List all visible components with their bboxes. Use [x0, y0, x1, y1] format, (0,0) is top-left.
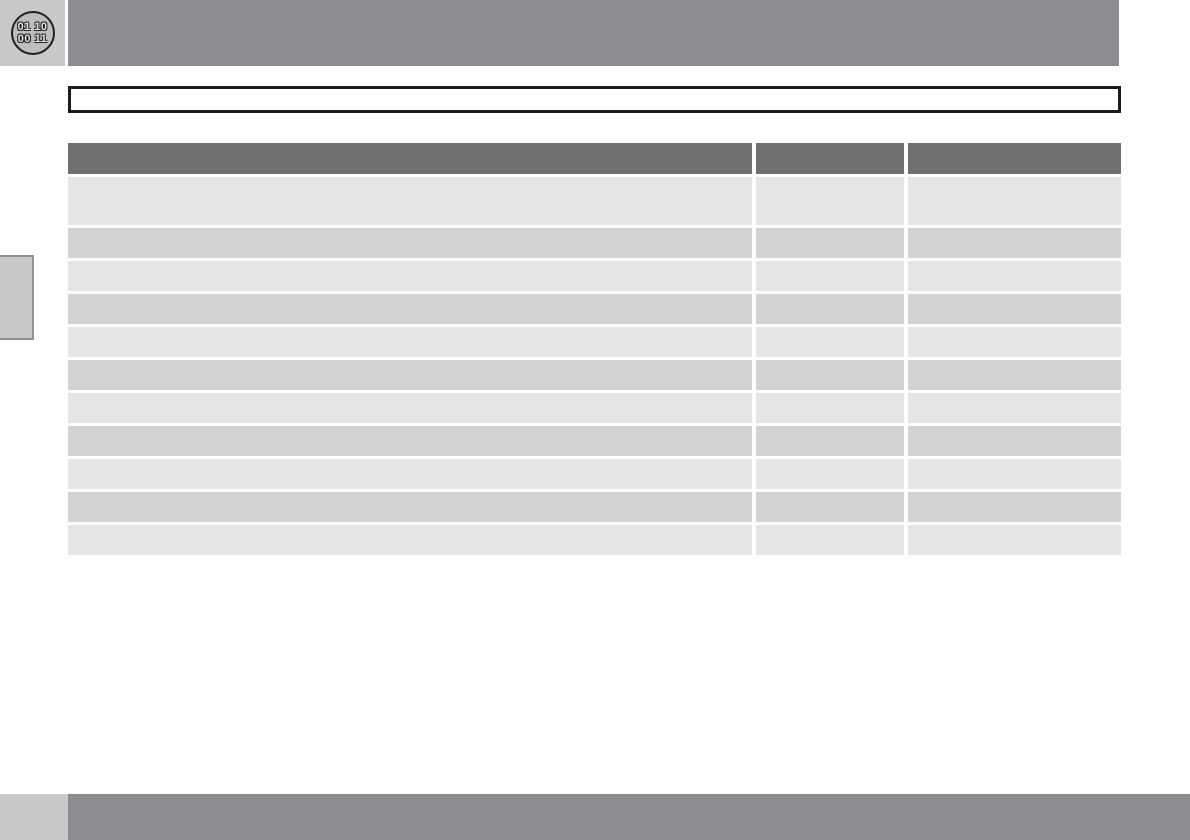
table-cell — [908, 426, 1121, 456]
table-cell — [68, 294, 752, 324]
table-cell — [68, 360, 752, 390]
top-left-corner-square: 01 10 00 11 — [0, 0, 65, 66]
page-edge-tab — [0, 255, 34, 340]
table-cell — [68, 459, 752, 489]
bottom-left-corner-square — [0, 794, 68, 840]
table-header-cell — [908, 143, 1121, 174]
title-box — [68, 86, 1121, 113]
badge-line-1: 01 10 — [17, 21, 48, 33]
data-table — [68, 143, 1121, 558]
table-cell — [68, 228, 752, 258]
table-row — [68, 228, 1121, 258]
table-cell — [908, 177, 1121, 225]
table-cell — [68, 261, 752, 291]
table-row — [68, 294, 1121, 324]
table-row — [68, 393, 1121, 423]
table-cell — [908, 393, 1121, 423]
table-cell — [756, 525, 904, 555]
table-cell — [908, 261, 1121, 291]
table-cell — [68, 492, 752, 522]
table-header-row — [68, 143, 1121, 174]
table-cell — [756, 393, 904, 423]
table-cell — [756, 426, 904, 456]
table-cell — [68, 393, 752, 423]
table-row — [68, 525, 1121, 555]
table-cell — [756, 261, 904, 291]
table-header-cell — [68, 143, 752, 174]
table-cell — [756, 177, 904, 225]
bottom-banner-bar — [68, 794, 1190, 840]
table-cell — [756, 459, 904, 489]
table-row — [68, 426, 1121, 456]
table-cell — [908, 327, 1121, 357]
table-row — [68, 492, 1121, 522]
chapter-badge-icon: 01 10 00 11 — [10, 11, 55, 55]
table-cell — [756, 360, 904, 390]
table-cell — [908, 492, 1121, 522]
table-cell — [68, 525, 752, 555]
table-header-cell — [756, 143, 904, 174]
table-cell — [756, 228, 904, 258]
table-cell — [908, 294, 1121, 324]
table-cell — [756, 492, 904, 522]
top-banner-bar — [68, 0, 1119, 66]
table-row — [68, 327, 1121, 357]
table-row — [68, 360, 1121, 390]
table-cell — [68, 177, 752, 225]
table-cell — [908, 228, 1121, 258]
table-cell — [756, 327, 904, 357]
badge-line-2: 00 11 — [17, 33, 48, 45]
table-row — [68, 261, 1121, 291]
table-cell — [756, 294, 904, 324]
table-cell — [908, 360, 1121, 390]
table-cell — [68, 426, 752, 456]
table-row — [68, 177, 1121, 225]
table-cell — [908, 525, 1121, 555]
table-row — [68, 459, 1121, 489]
table-cell — [908, 459, 1121, 489]
table-cell — [68, 327, 752, 357]
